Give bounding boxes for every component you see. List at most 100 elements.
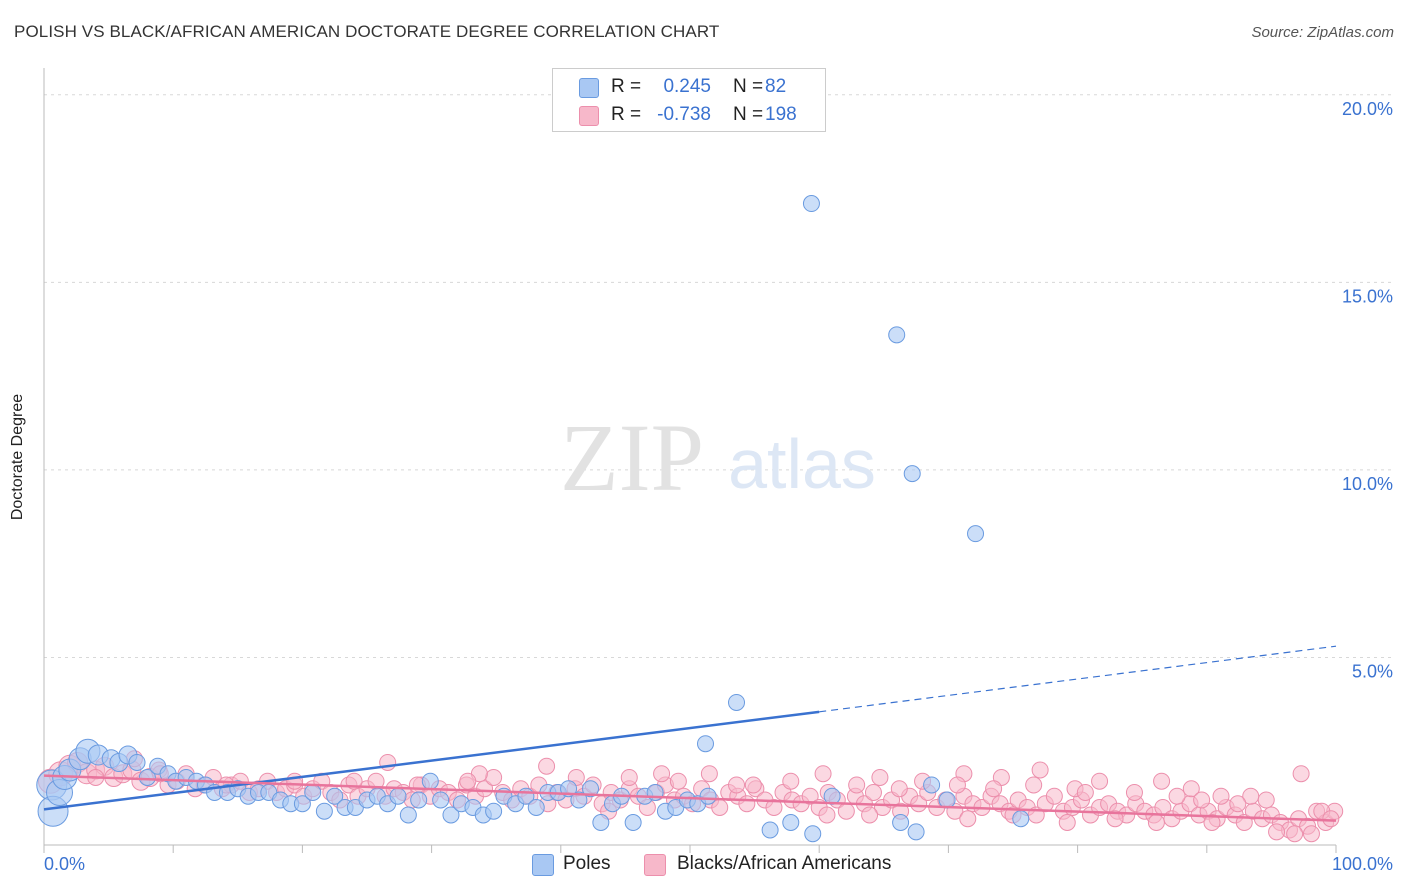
poles-point: [389, 787, 407, 805]
x-tick-label: 0.0%: [44, 854, 85, 874]
watermark-atlas: atlas: [728, 425, 876, 503]
legend-row-poles: R = 0.245 N = 82: [553, 73, 825, 101]
poles-point: [802, 195, 820, 213]
poles-point: [592, 813, 610, 831]
blacks-point: [1193, 791, 1211, 809]
y-tick-label: 15.0%: [1342, 286, 1393, 306]
poles-point: [582, 780, 600, 798]
blacks-point: [1268, 823, 1286, 841]
blacks-point: [1168, 787, 1186, 805]
blacks-point: [1286, 825, 1304, 843]
legend-r-value: 0.245: [663, 76, 711, 97]
blacks-point: [1257, 791, 1275, 809]
blacks-point: [459, 772, 477, 790]
poles-point: [697, 735, 715, 753]
blacks-point: [948, 776, 966, 794]
poles-point: [399, 806, 417, 824]
poles-trend-extension: [819, 645, 1337, 713]
blacks-point: [1322, 810, 1340, 828]
blacks-point: [700, 765, 718, 783]
watermark-zip: ZIP: [560, 404, 704, 511]
poles-point: [128, 753, 146, 771]
poles-point: [761, 821, 779, 839]
legend-n-label: N =: [733, 104, 764, 125]
blacks-point: [837, 802, 855, 820]
blacks-point: [890, 780, 908, 798]
poles-point: [570, 791, 588, 809]
blacks-point: [738, 795, 756, 813]
blacks-point: [871, 768, 889, 786]
poles-point: [938, 791, 956, 809]
y-tick-label: 10.0%: [1342, 474, 1393, 494]
blacks-point: [1025, 776, 1043, 794]
poles-point: [432, 791, 450, 809]
poles-point: [888, 326, 906, 344]
y-tick-label: 20.0%: [1342, 99, 1393, 119]
poles-point: [304, 783, 322, 801]
blacks-point: [744, 776, 762, 794]
blacks-point: [1203, 813, 1221, 831]
blacks-point: [476, 780, 494, 798]
poles-point: [442, 806, 460, 824]
poles-trend-line: [43, 710, 820, 811]
legend-r-label: R =: [611, 76, 642, 97]
poles-point: [782, 813, 800, 831]
blacks-point: [1147, 813, 1165, 831]
blacks-point: [1076, 783, 1094, 801]
poles-point: [421, 772, 439, 790]
poles-point: [138, 768, 156, 786]
poles-point: [892, 813, 910, 831]
blacks-point: [1031, 761, 1049, 779]
poles-point: [923, 776, 941, 794]
chart-title: POLISH VS BLACK/AFRICAN AMERICAN DOCTORA…: [14, 22, 720, 41]
blacks-point: [1302, 825, 1320, 843]
poles-point: [1012, 810, 1030, 828]
legend-row-blacks: R = -0.738 N = 198: [553, 101, 825, 129]
poles-point: [293, 795, 311, 813]
blacks-point: [1229, 795, 1247, 813]
y-tick-label: 5.0%: [1352, 661, 1393, 681]
legend-swatch-poles: [579, 78, 599, 98]
blacks-point: [1292, 765, 1310, 783]
poles-point: [903, 465, 921, 483]
blacks-point: [1058, 813, 1076, 831]
blacks-point: [538, 757, 556, 775]
blacks-point: [728, 776, 746, 794]
poles-point: [527, 798, 545, 816]
blacks-point: [620, 768, 638, 786]
poles-point: [485, 802, 503, 820]
legend-n-value: 198: [765, 104, 797, 125]
blacks-point: [814, 765, 832, 783]
blacks-point: [765, 798, 783, 816]
blacks-point: [653, 765, 671, 783]
legend-r-value: -0.738: [657, 104, 711, 125]
bottom-legend-swatch-blacks: [644, 854, 666, 876]
poles-point: [315, 802, 333, 820]
poles-point: [967, 525, 985, 543]
blacks-point: [910, 795, 928, 813]
legend-swatch-blacks: [579, 106, 599, 126]
blacks-point: [485, 768, 503, 786]
bottom-legend-label-poles: Poles: [563, 853, 611, 874]
bottom-legend-label-blacks: Blacks/African Americans: [677, 853, 892, 874]
blacks-point: [669, 772, 687, 790]
source-label: Source: ZipAtlas.com: [1251, 24, 1394, 41]
blacks-point: [818, 806, 836, 824]
poles-point: [624, 813, 642, 831]
blacks-point: [1212, 787, 1230, 805]
blacks-point: [848, 776, 866, 794]
blacks-point: [286, 772, 304, 790]
legend-r-label: R =: [611, 104, 642, 125]
blacks-point: [782, 772, 800, 790]
blacks-point: [1045, 787, 1063, 805]
blacks-point: [1091, 772, 1109, 790]
blacks-point: [801, 787, 819, 805]
bottom-legend-swatch-poles: [532, 854, 554, 876]
poles-point: [728, 693, 746, 711]
poles-point: [410, 791, 428, 809]
legend-n-label: N =: [733, 76, 764, 97]
stats-legend: R = 0.245 N = 82 R = -0.738 N = 198: [552, 68, 826, 132]
blacks-point: [959, 810, 977, 828]
poles-point: [804, 825, 822, 843]
